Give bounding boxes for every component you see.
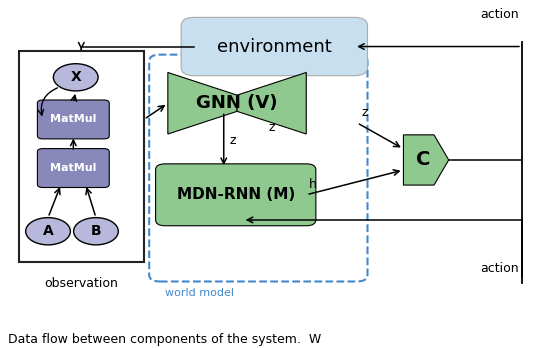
Text: C: C <box>416 150 430 169</box>
FancyBboxPatch shape <box>37 100 109 139</box>
FancyBboxPatch shape <box>37 149 109 188</box>
Text: GNN (V): GNN (V) <box>196 94 278 112</box>
FancyBboxPatch shape <box>181 17 367 76</box>
Text: action: action <box>480 8 519 21</box>
Text: h: h <box>309 178 317 191</box>
Circle shape <box>74 218 118 245</box>
Text: B: B <box>90 224 101 238</box>
Text: observation: observation <box>44 277 118 290</box>
FancyBboxPatch shape <box>149 55 367 282</box>
FancyBboxPatch shape <box>155 164 316 226</box>
Polygon shape <box>404 135 449 185</box>
Bar <box>19 52 144 262</box>
Text: z: z <box>361 106 367 119</box>
Text: world model: world model <box>165 288 234 298</box>
Text: z: z <box>268 121 275 134</box>
Text: environment: environment <box>217 38 332 56</box>
Text: z: z <box>229 134 236 147</box>
Text: X: X <box>70 70 81 84</box>
Text: A: A <box>43 224 53 238</box>
Circle shape <box>26 218 70 245</box>
Circle shape <box>53 64 98 91</box>
Polygon shape <box>168 72 237 134</box>
Text: MatMul: MatMul <box>50 163 96 173</box>
Text: Data flow between components of the system.  W: Data flow between components of the syst… <box>8 333 321 346</box>
Text: action: action <box>480 262 519 275</box>
Polygon shape <box>237 72 306 134</box>
Text: MDN-RNN (M): MDN-RNN (M) <box>176 187 295 202</box>
Text: MatMul: MatMul <box>50 114 96 125</box>
